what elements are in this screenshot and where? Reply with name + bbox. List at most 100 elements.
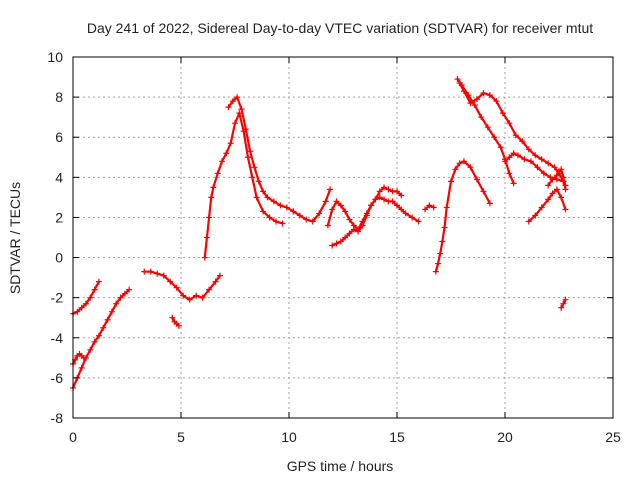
series-segment [238, 112, 245, 133]
x-axis-label: GPS time / hours [287, 458, 394, 474]
series-segment [123, 288, 131, 295]
series-segment [326, 208, 334, 227]
data-point-marker [74, 308, 81, 315]
data-point-marker [203, 234, 210, 241]
data-point-marker [486, 92, 493, 99]
series-segment [458, 81, 466, 93]
data-point-marker [277, 202, 284, 209]
series-segment [404, 212, 414, 219]
series-segment [89, 288, 96, 299]
data-point-marker [229, 98, 236, 105]
data-point-marker [551, 164, 558, 171]
data-point-marker [514, 152, 521, 159]
series-segment [555, 188, 563, 199]
data-point-marker [545, 196, 552, 203]
data-point-marker [82, 354, 89, 361]
series-segment [207, 280, 217, 291]
series-segment [324, 188, 332, 203]
series-segment [89, 340, 96, 351]
series-segment [454, 162, 461, 171]
series-segment [445, 180, 453, 209]
data-point-marker [432, 268, 439, 275]
series-segment [318, 200, 327, 215]
data-point-marker [381, 184, 388, 191]
data-point-marker [175, 322, 182, 329]
series-pass-c2 [225, 94, 297, 215]
series-segment [229, 122, 237, 145]
data-point-marker [108, 308, 115, 315]
series-segment [261, 210, 271, 219]
data-point-marker [394, 188, 400, 195]
data-point-marker [394, 202, 400, 209]
data-point-marker [333, 198, 340, 205]
data-point-marker [540, 170, 547, 177]
data-point-marker [266, 214, 273, 221]
series-segment [285, 206, 295, 213]
data-point-marker [480, 90, 487, 97]
data-point-marker [549, 190, 556, 197]
data-point-marker [223, 150, 230, 157]
y-tick-label: -6 [51, 370, 64, 386]
series-pass-f2 [456, 80, 567, 185]
data-point-marker [154, 270, 161, 277]
series-segment [527, 214, 537, 223]
data-point-marker [327, 186, 334, 193]
series-segment [411, 216, 420, 223]
series-pass-c1 [201, 110, 286, 261]
series-segment [508, 122, 517, 137]
series-segment [480, 116, 489, 129]
series-pass-a1 [70, 278, 102, 317]
data-point-marker [199, 294, 206, 301]
data-point-marker [117, 294, 124, 301]
data-point-marker [454, 76, 461, 83]
data-point-marker [296, 212, 303, 219]
data-point-marker [260, 188, 267, 195]
series-segment [246, 156, 254, 179]
data-point-marker [558, 194, 565, 201]
data-point-marker [473, 96, 480, 103]
data-point-marker [279, 220, 286, 227]
data-point-marker [206, 286, 213, 293]
data-point-marker [238, 106, 245, 113]
series-segment [272, 200, 282, 207]
data-point-marker [273, 218, 280, 225]
series-pass-d1 [290, 186, 334, 225]
data-point-marker [346, 216, 353, 223]
series-segment [188, 294, 198, 301]
data-point-marker [527, 158, 534, 165]
series-pass-f4 [525, 186, 569, 225]
data-point-marker [510, 150, 517, 157]
series-segment [84, 296, 92, 305]
series-segment [534, 206, 543, 217]
series-segment [257, 180, 265, 193]
data-point-marker [525, 218, 532, 225]
data-point-marker [467, 100, 474, 107]
data-point-marker [346, 230, 353, 237]
data-point-marker [385, 186, 392, 193]
series-segment [225, 142, 232, 155]
series-segment [240, 108, 247, 131]
data-point-marker [484, 124, 491, 131]
series-segment [560, 196, 567, 211]
series-segment [486, 126, 496, 139]
y-tick-label: -8 [51, 410, 64, 426]
data-point-marker [506, 154, 513, 161]
data-point-marker [126, 286, 133, 293]
series-segment [106, 310, 113, 321]
series-segment [207, 196, 213, 219]
data-point-marker [480, 188, 487, 195]
series-segment [473, 104, 483, 119]
chart-title: Day 241 of 2022, Sidereal Day-to-day VTE… [87, 20, 593, 36]
data-point-marker [350, 226, 357, 233]
series-segment [80, 356, 88, 369]
data-point-marker [562, 206, 569, 213]
data-point-marker [87, 294, 94, 301]
series-segment [547, 192, 554, 201]
data-markers [70, 76, 569, 391]
series-segment [242, 130, 250, 159]
data-point-marker [545, 182, 552, 189]
series-segment [175, 286, 185, 297]
y-tick-label: 2 [55, 209, 63, 225]
series-pass-g1 [558, 296, 569, 311]
data-point-marker [329, 242, 336, 249]
